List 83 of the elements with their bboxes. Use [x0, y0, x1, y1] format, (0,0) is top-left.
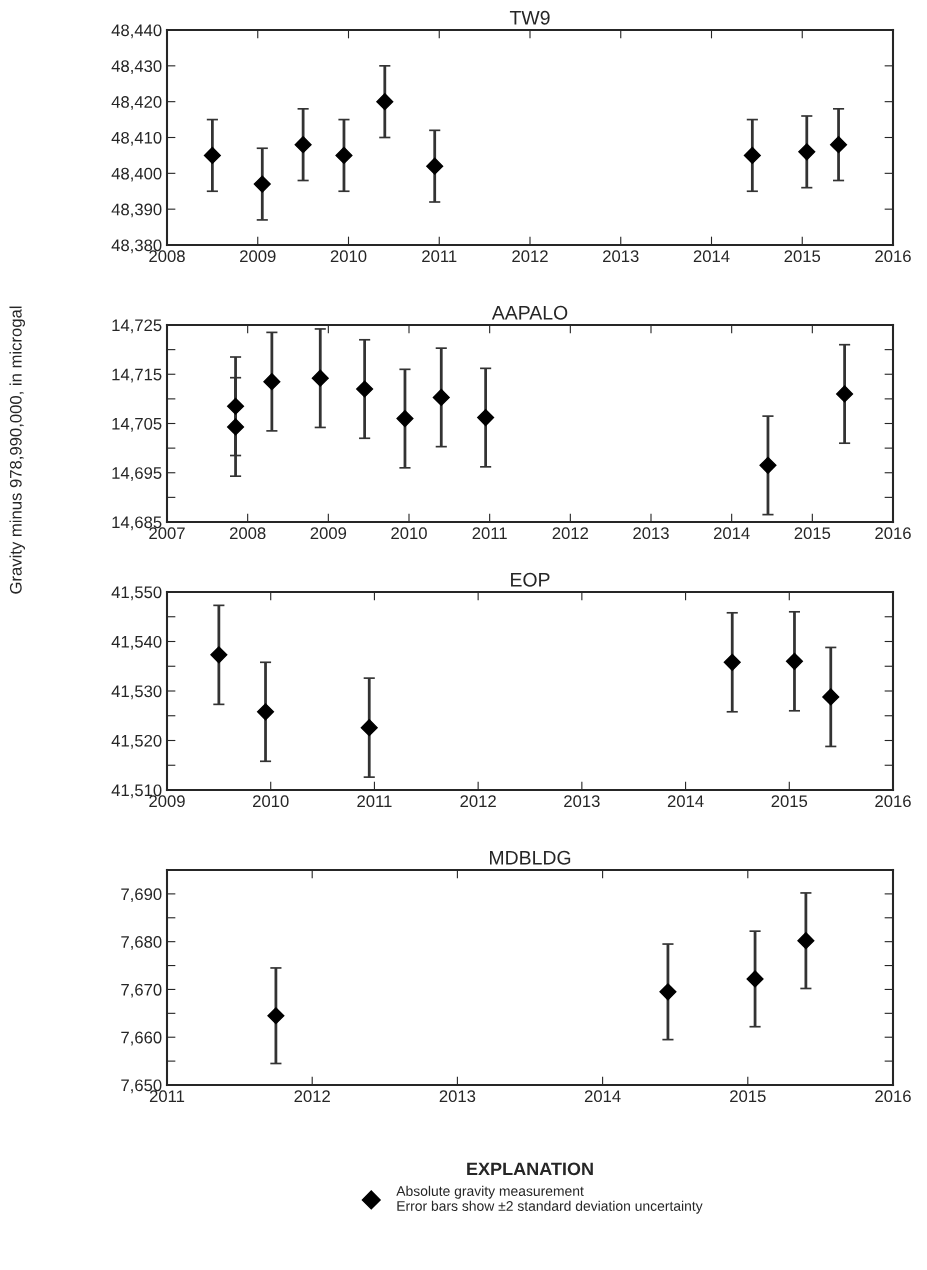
point [210, 646, 228, 664]
x-tick-label: 2016 [875, 527, 911, 540]
y-tick-label: 48,410 [111, 131, 162, 146]
x-tick-label: 2010 [391, 527, 427, 540]
x-tick-label: 2014 [584, 1090, 621, 1103]
point [829, 136, 848, 154]
y-tick-label: 41,520 [111, 734, 162, 749]
x-tick-label: 2013 [603, 250, 639, 263]
point [743, 146, 761, 164]
y-axis-title: Gravity minus 978,990,000, in microgal [9, 306, 25, 594]
point [798, 143, 816, 161]
point [335, 146, 353, 164]
y-tick-label: 48,420 [111, 96, 162, 110]
x-tick-label: 2014 [667, 795, 704, 808]
point [256, 703, 275, 721]
y-tick-label: 14,725 [112, 319, 162, 334]
y-tick-label: 48,400 [111, 167, 162, 182]
x-tick-label: 2011 [422, 250, 457, 263]
point [360, 719, 378, 737]
x-tick-label: 2010 [253, 795, 289, 808]
point [759, 456, 777, 474]
y-tick-label: 41,550 [111, 586, 162, 601]
x-tick-label: 2016 [875, 250, 911, 263]
point [294, 136, 312, 154]
x-tick-label: 2010 [330, 250, 367, 263]
point [477, 409, 495, 427]
x-tick-label: 2012 [552, 527, 589, 540]
chart-title: EOP [511, 572, 550, 587]
x-tick-label: 2016 [875, 795, 911, 808]
y-tick-label: 14,715 [112, 368, 162, 383]
point [432, 388, 450, 406]
x-tick-label: 2015 [784, 250, 821, 263]
point [311, 369, 329, 387]
x-tick-label: 2011 [472, 527, 507, 540]
x-tick-label: 2015 [730, 1090, 766, 1103]
point [822, 688, 840, 706]
x-tick-label: 2016 [875, 1090, 911, 1103]
point [723, 653, 741, 671]
x-tick-label: 2009 [240, 250, 276, 263]
y-tick-label: 48,390 [111, 203, 162, 218]
legend-title: EXPLANATION [467, 1162, 593, 1176]
point [253, 175, 271, 193]
point [396, 410, 414, 428]
x-tick-label: 2014 [693, 250, 730, 263]
x-tick-label: 2009 [310, 527, 347, 540]
x-tick-label: 2013 [439, 1090, 476, 1103]
x-tick-label: 2012 [512, 250, 548, 263]
point [376, 93, 394, 111]
x-tick-label: 2011 [357, 795, 392, 808]
x-tick-label: 2013 [633, 527, 669, 540]
legend-label: Absolute gravity measurement Error bars show ±2 standard deviation uncertainty [396, 1185, 703, 1214]
y-tick-label: 14,695 [112, 467, 162, 481]
y-tick-label: 14,705 [112, 417, 162, 432]
chart-title: AAPALO [491, 305, 568, 320]
x-tick-label: 2012 [460, 795, 496, 808]
y-tick-label: 7,680 [121, 936, 162, 950]
x-tick-label: 2008 [229, 527, 266, 540]
chart-title: TW9 [509, 10, 550, 25]
point [203, 146, 221, 164]
y-tick-label: 48,440 [111, 24, 162, 39]
point [263, 373, 281, 391]
x-tick-label: 2015 [771, 795, 808, 808]
x-tick-label: 2013 [564, 795, 600, 808]
y-tick-label: 7,660 [121, 1031, 162, 1046]
x-tick-label: 2014 [713, 527, 750, 540]
point [227, 418, 245, 436]
point [785, 652, 804, 670]
point [426, 157, 444, 175]
chart-title: MDBLDG [490, 850, 571, 865]
y-tick-label: 41,540 [111, 635, 162, 650]
point [659, 983, 677, 1001]
y-tick-label: 41,530 [111, 685, 162, 700]
y-tick-label: 7,670 [121, 983, 162, 998]
x-tick-label: 2012 [294, 1090, 330, 1103]
point [227, 397, 245, 415]
point [746, 970, 764, 988]
point [267, 1007, 285, 1025]
y-tick-label: 48,430 [111, 60, 162, 75]
point [356, 380, 374, 398]
point [797, 932, 815, 950]
y-tick-label: 7,690 [121, 888, 162, 903]
x-tick-label: 2015 [794, 527, 831, 540]
point [836, 385, 854, 403]
